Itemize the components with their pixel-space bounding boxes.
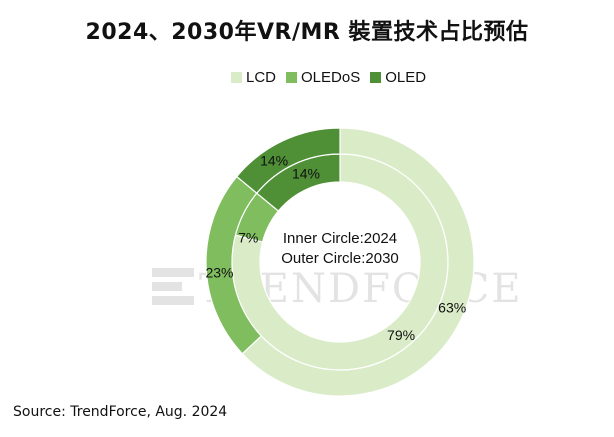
outer-label-lcd: 63%: [438, 299, 466, 315]
chart-legend: LCD OLEDoS OLED: [231, 69, 436, 86]
legend-item-oled: OLED: [370, 69, 426, 86]
inner-label-oledos: 7%: [238, 229, 258, 245]
legend-swatch-oled: [370, 72, 382, 83]
inner-label-oled: 14%: [292, 165, 320, 181]
source-note: Source: TrendForce, Aug. 2024: [13, 404, 228, 420]
chart-title: 2024、2030年VR/MR 裝置技术占比预估: [85, 20, 529, 45]
outer-label-oledos: 23%: [205, 265, 233, 281]
center-text-line: Outer Circle:2030: [281, 250, 399, 267]
legend-item-oledos: OLEDoS: [286, 69, 360, 86]
inner-label-lcd: 79%: [387, 327, 415, 343]
outer-label-oled: 14%: [260, 153, 288, 169]
outer-slice-oled: [235, 127, 341, 195]
trendforce-logo-icon: [152, 268, 194, 305]
legend-label-lcd: LCD: [246, 69, 277, 86]
legend-swatch-oledos: [286, 72, 298, 83]
legend-label-oled: OLED: [385, 69, 427, 86]
legend-item-lcd: LCD: [231, 69, 276, 86]
legend-swatch-lcd: [231, 72, 242, 83]
legend-label-oledos: OLEDoS: [301, 69, 361, 86]
center-text-line: Inner Circle:2024: [283, 230, 397, 247]
outer-slice-lcd: [241, 127, 475, 397]
